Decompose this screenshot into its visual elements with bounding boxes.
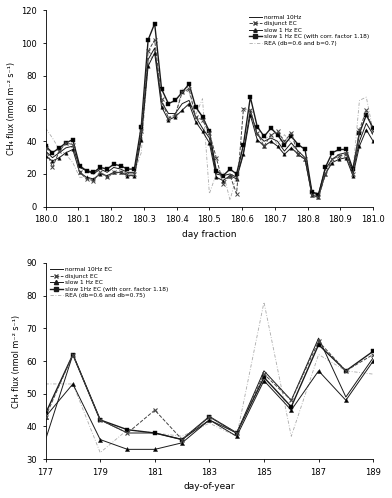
Y-axis label: CH₄ flux (nmol m⁻² s⁻¹): CH₄ flux (nmol m⁻² s⁻¹) [12,314,21,407]
Y-axis label: CH₄ flux (nmol m⁻² s⁻¹): CH₄ flux (nmol m⁻² s⁻¹) [7,62,16,155]
X-axis label: day fraction: day fraction [182,230,237,239]
Legend: normal 10Hz, disjunct EC, slow 1 Hz EC, slow 1 Hz EC (with corr. factor 1.18), R: normal 10Hz, disjunct EC, slow 1 Hz EC, … [247,13,370,47]
Legend: normal 10Hz EC, disjunct EC, slow 1 Hz EC, slow 1Hz EC (with corr. factor 1.18),: normal 10Hz EC, disjunct EC, slow 1 Hz E… [49,266,169,299]
X-axis label: day-of-year: day-of-year [183,482,235,491]
